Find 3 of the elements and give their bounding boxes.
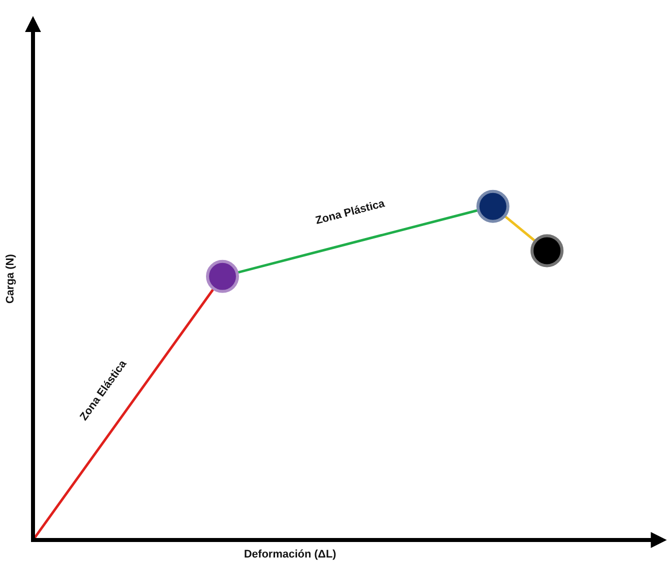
- annotation: Zona Plástica: [314, 197, 387, 228]
- y-axis-title: Carga (N): [4, 254, 17, 304]
- x-axis-title: Deformación (ΔL): [244, 548, 337, 560]
